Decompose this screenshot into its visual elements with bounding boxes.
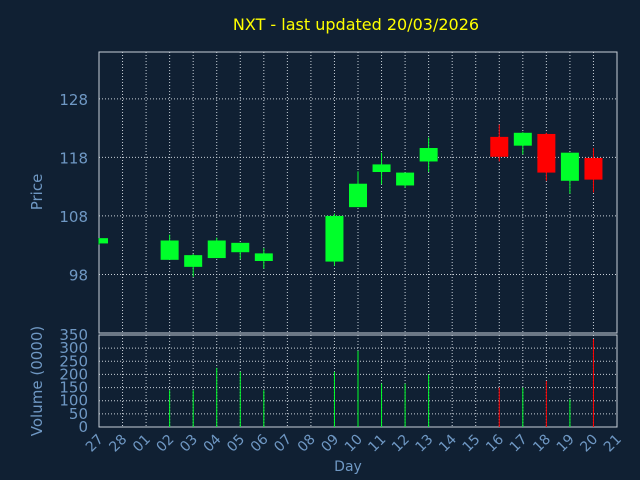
price-axis-label: Price xyxy=(28,174,46,211)
volume-tick-label: 250 xyxy=(59,352,88,370)
price-y-ticks: 98 108 118 128 xyxy=(59,91,88,285)
x-axis-label: Day xyxy=(334,459,362,475)
volume-axis-label: Volume (0000) xyxy=(28,326,46,436)
volume-bars xyxy=(169,338,594,427)
price-grid xyxy=(99,52,617,333)
candles xyxy=(98,124,603,277)
volume-tick-label: 350 xyxy=(59,326,88,344)
candle-body xyxy=(99,238,108,244)
volume-tick-label: 50 xyxy=(69,405,88,423)
candle-body xyxy=(419,148,438,162)
candle-body xyxy=(254,253,273,261)
price-tick-label: 98 xyxy=(69,266,88,284)
candle-body xyxy=(537,133,556,173)
x-ticks: 27 28 01 02 03 04 05 06 07 08 09 10 11 12 13 14 15 16 17 18… xyxy=(83,431,625,455)
chart-title: NXT - last updated 20/03/2026 xyxy=(233,15,479,34)
candle-body xyxy=(513,132,532,146)
candle-body xyxy=(372,164,391,173)
candle-body xyxy=(560,152,579,181)
candle-body xyxy=(184,255,203,267)
price-tick-label: 128 xyxy=(59,91,88,109)
candle-body xyxy=(490,136,509,157)
candle-body xyxy=(325,215,344,262)
candle-body xyxy=(396,172,415,186)
candle-body xyxy=(207,240,226,259)
price-tick-label: 118 xyxy=(59,149,88,167)
volume-tick-label: 150 xyxy=(59,379,88,397)
volume-tick-label: 200 xyxy=(59,365,88,383)
candle-body xyxy=(584,157,603,180)
candle-body xyxy=(160,240,179,260)
volume-tick-label: 300 xyxy=(59,339,88,357)
candle-body xyxy=(349,183,367,208)
candle-body xyxy=(231,242,250,253)
price-plot-area xyxy=(98,51,618,334)
volume-tick-label: 100 xyxy=(59,392,88,410)
price-tick-label: 108 xyxy=(59,208,88,226)
volume-tick-label: 0 xyxy=(78,418,88,436)
